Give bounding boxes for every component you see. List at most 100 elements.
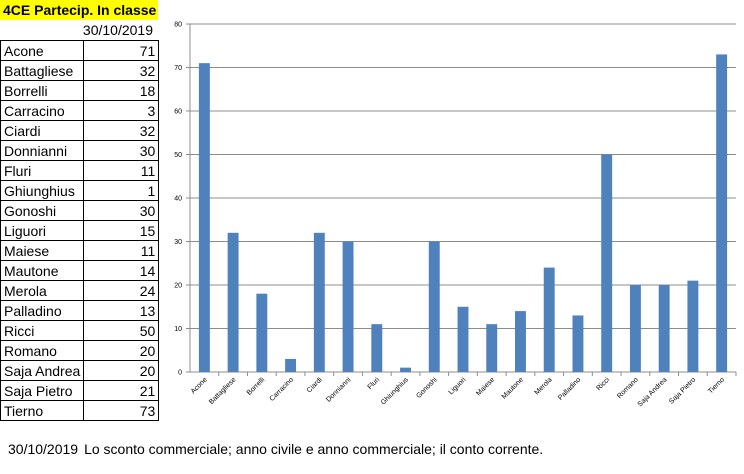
student-name-cell[interactable]: Battagliese xyxy=(0,60,85,81)
x-tick-label: Fluri xyxy=(367,376,382,391)
table-row: Donnianni 30 xyxy=(0,140,160,161)
student-name-cell[interactable]: Ciardi xyxy=(0,120,85,141)
chart-axes xyxy=(186,23,737,376)
student-name-cell[interactable]: Carracino xyxy=(0,100,85,121)
y-tick-label: 50 xyxy=(174,152,182,159)
bar-merola xyxy=(543,267,555,372)
participation-value-cell[interactable]: 14 xyxy=(83,260,160,281)
table-row: Merola 24 xyxy=(0,280,160,301)
x-tick-label: Gonoshi xyxy=(415,376,439,400)
student-name-cell[interactable]: Palladino xyxy=(0,300,85,321)
participation-value-cell[interactable]: 24 xyxy=(83,280,160,301)
student-name-cell[interactable]: Acone xyxy=(0,40,85,61)
empty-header-cell[interactable] xyxy=(0,20,82,40)
table-row: Saja Pietro 21 xyxy=(0,380,160,401)
student-name-cell[interactable]: Borrelli xyxy=(0,80,85,101)
x-tick-label: Liguori xyxy=(448,376,468,396)
participation-value-cell[interactable]: 73 xyxy=(83,400,160,421)
participation-value-cell[interactable]: 15 xyxy=(83,220,160,241)
x-tick-label: Tierno xyxy=(707,376,726,395)
bar-acone xyxy=(198,63,210,373)
table-row: Palladino 13 xyxy=(0,300,160,321)
table-row: Acone 71 xyxy=(0,40,160,61)
bar-mautone xyxy=(515,311,526,372)
table-row: Borrelli 18 xyxy=(0,80,160,101)
y-tick-label: 40 xyxy=(174,196,182,203)
participation-value-cell[interactable]: 20 xyxy=(83,340,160,361)
student-name-cell[interactable]: Mautone xyxy=(0,260,85,281)
table-row: Carracino 3 xyxy=(0,100,160,121)
y-tick-label: 70 xyxy=(174,65,182,72)
x-tick-label: Palladino xyxy=(557,376,582,401)
participation-value-cell[interactable]: 3 xyxy=(83,100,160,121)
spreadsheet-table: 4CE Partecip. In classe 30/10/2019 Acone… xyxy=(0,0,160,421)
bar-tierno xyxy=(716,54,728,372)
student-name-cell[interactable]: Tierno xyxy=(0,400,85,421)
table-row: Mautone 14 xyxy=(0,260,160,281)
x-tick-label: Ricci xyxy=(595,376,611,392)
bar-saja-pietro xyxy=(687,280,699,372)
participation-value-cell[interactable]: 1 xyxy=(83,180,160,201)
participation-table: Acone 71 Battagliese 32 Borrelli 18 Carracino 3… xyxy=(0,40,160,421)
participation-value-cell[interactable]: 50 xyxy=(83,320,160,341)
table-row: Liguori 15 xyxy=(0,220,160,241)
student-name-cell[interactable]: Ricci xyxy=(0,320,85,341)
student-name-cell[interactable]: Romano xyxy=(0,340,85,361)
bar-ricci xyxy=(601,154,613,372)
student-name-cell[interactable]: Ghiunghius xyxy=(0,180,85,201)
student-name-cell[interactable]: Liguori xyxy=(0,220,85,241)
participation-value-cell[interactable]: 11 xyxy=(83,240,160,261)
participation-value-cell[interactable]: 32 xyxy=(83,60,160,81)
x-tick-label: Donnianni xyxy=(325,376,353,404)
participation-value-cell[interactable]: 20 xyxy=(83,360,160,381)
participation-value-cell[interactable]: 30 xyxy=(83,140,160,161)
student-name-cell[interactable]: Saja Pietro xyxy=(0,380,85,401)
bar-maiese xyxy=(486,324,498,372)
bar-saja-andrea xyxy=(658,285,670,372)
date-header-cell[interactable]: 30/10/2019 xyxy=(82,22,153,38)
x-tick-label: Romano xyxy=(616,376,640,400)
student-name-cell[interactable]: Donnianni xyxy=(0,140,85,161)
date-header-row: 30/10/2019 xyxy=(0,20,160,40)
x-tick-label: Saja Andrea xyxy=(637,376,669,408)
y-tick-label: 0 xyxy=(178,370,182,377)
participation-value-cell[interactable]: 11 xyxy=(83,160,160,181)
x-tick-label: Ghiunghius xyxy=(380,376,410,406)
table-row: Fluri 11 xyxy=(0,160,160,181)
student-name-cell[interactable]: Saja Andrea xyxy=(0,360,85,381)
chart-gridlines xyxy=(190,23,736,329)
bar-ciardi xyxy=(313,232,325,372)
participation-value-cell[interactable]: 30 xyxy=(83,200,160,221)
participation-value-cell[interactable]: 32 xyxy=(83,120,160,141)
bar-ghiunghius xyxy=(400,367,411,372)
student-name-cell[interactable]: Gonoshi xyxy=(0,200,85,221)
participation-value-cell[interactable]: 21 xyxy=(83,380,160,401)
bar-battagliese xyxy=(227,232,239,372)
table-row: Tierno 73 xyxy=(0,400,160,421)
x-tick-label: Borrelli xyxy=(246,376,267,397)
x-tick-label: Carracino xyxy=(269,376,295,402)
student-name-cell[interactable]: Fluri xyxy=(0,160,85,181)
student-name-cell[interactable]: Merola xyxy=(0,280,85,301)
participation-value-cell[interactable]: 13 xyxy=(83,300,160,321)
participation-value-cell[interactable]: 18 xyxy=(83,80,160,101)
x-tick-label: Maiese xyxy=(475,376,496,397)
bar-borrelli xyxy=(256,293,268,372)
table-row: Saja Andrea 20 xyxy=(0,360,160,381)
table-row: Romano 20 xyxy=(0,340,160,361)
sheet-title-cell[interactable]: 4CE Partecip. In classe xyxy=(0,0,158,20)
bar-romano xyxy=(629,285,641,372)
y-tick-label: 10 xyxy=(174,326,182,333)
x-tick-label: Ciardi xyxy=(306,376,324,394)
x-tick-label: Acone xyxy=(190,376,209,395)
participation-value-cell[interactable]: 71 xyxy=(83,40,160,61)
participation-bar-chart: 0 10 20 30 40 50 60 70 80 Acone Battagliese Borrell… xyxy=(168,14,744,434)
chart-bars xyxy=(198,54,728,373)
bar-gonoshi xyxy=(428,241,440,372)
table-row: Maiese 11 xyxy=(0,240,160,261)
table-row: Ricci 50 xyxy=(0,320,160,341)
bar-liguori xyxy=(457,306,469,372)
y-tick-label: 80 xyxy=(174,22,182,29)
student-name-cell[interactable]: Maiese xyxy=(0,240,85,261)
caption-date: 30/10/2019 xyxy=(8,441,79,457)
